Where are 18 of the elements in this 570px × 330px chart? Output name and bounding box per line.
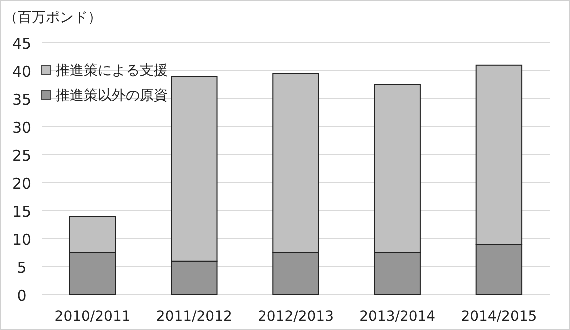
x-tick-label: 2013/2014 (360, 309, 436, 325)
x-tick-label: 2012/2013 (258, 309, 334, 325)
y-axis-title: （百万ポンド） (4, 10, 102, 26)
y-tick-label: 35 (12, 91, 32, 109)
y-tick-label: 5 (17, 259, 27, 277)
y-tick-label: 20 (12, 175, 32, 193)
x-tick-label: 2010/2011 (54, 309, 131, 325)
y-tick-label: 25 (12, 147, 32, 165)
y-tick-label: 0 (17, 287, 27, 305)
y-tick-label: 30 (12, 119, 32, 137)
y-tick-label: 10 (12, 231, 32, 249)
y-tick-label: 40 (12, 63, 32, 81)
legend-label: 推進策以外の原資 (56, 88, 168, 104)
x-tick-label: 2011/2012 (156, 309, 232, 325)
legend-label: 推進策による支援 (56, 63, 168, 79)
x-tick-label: 2014/2015 (461, 309, 538, 325)
y-tick-label: 45 (12, 35, 32, 53)
y-tick-label: 15 (12, 203, 32, 221)
